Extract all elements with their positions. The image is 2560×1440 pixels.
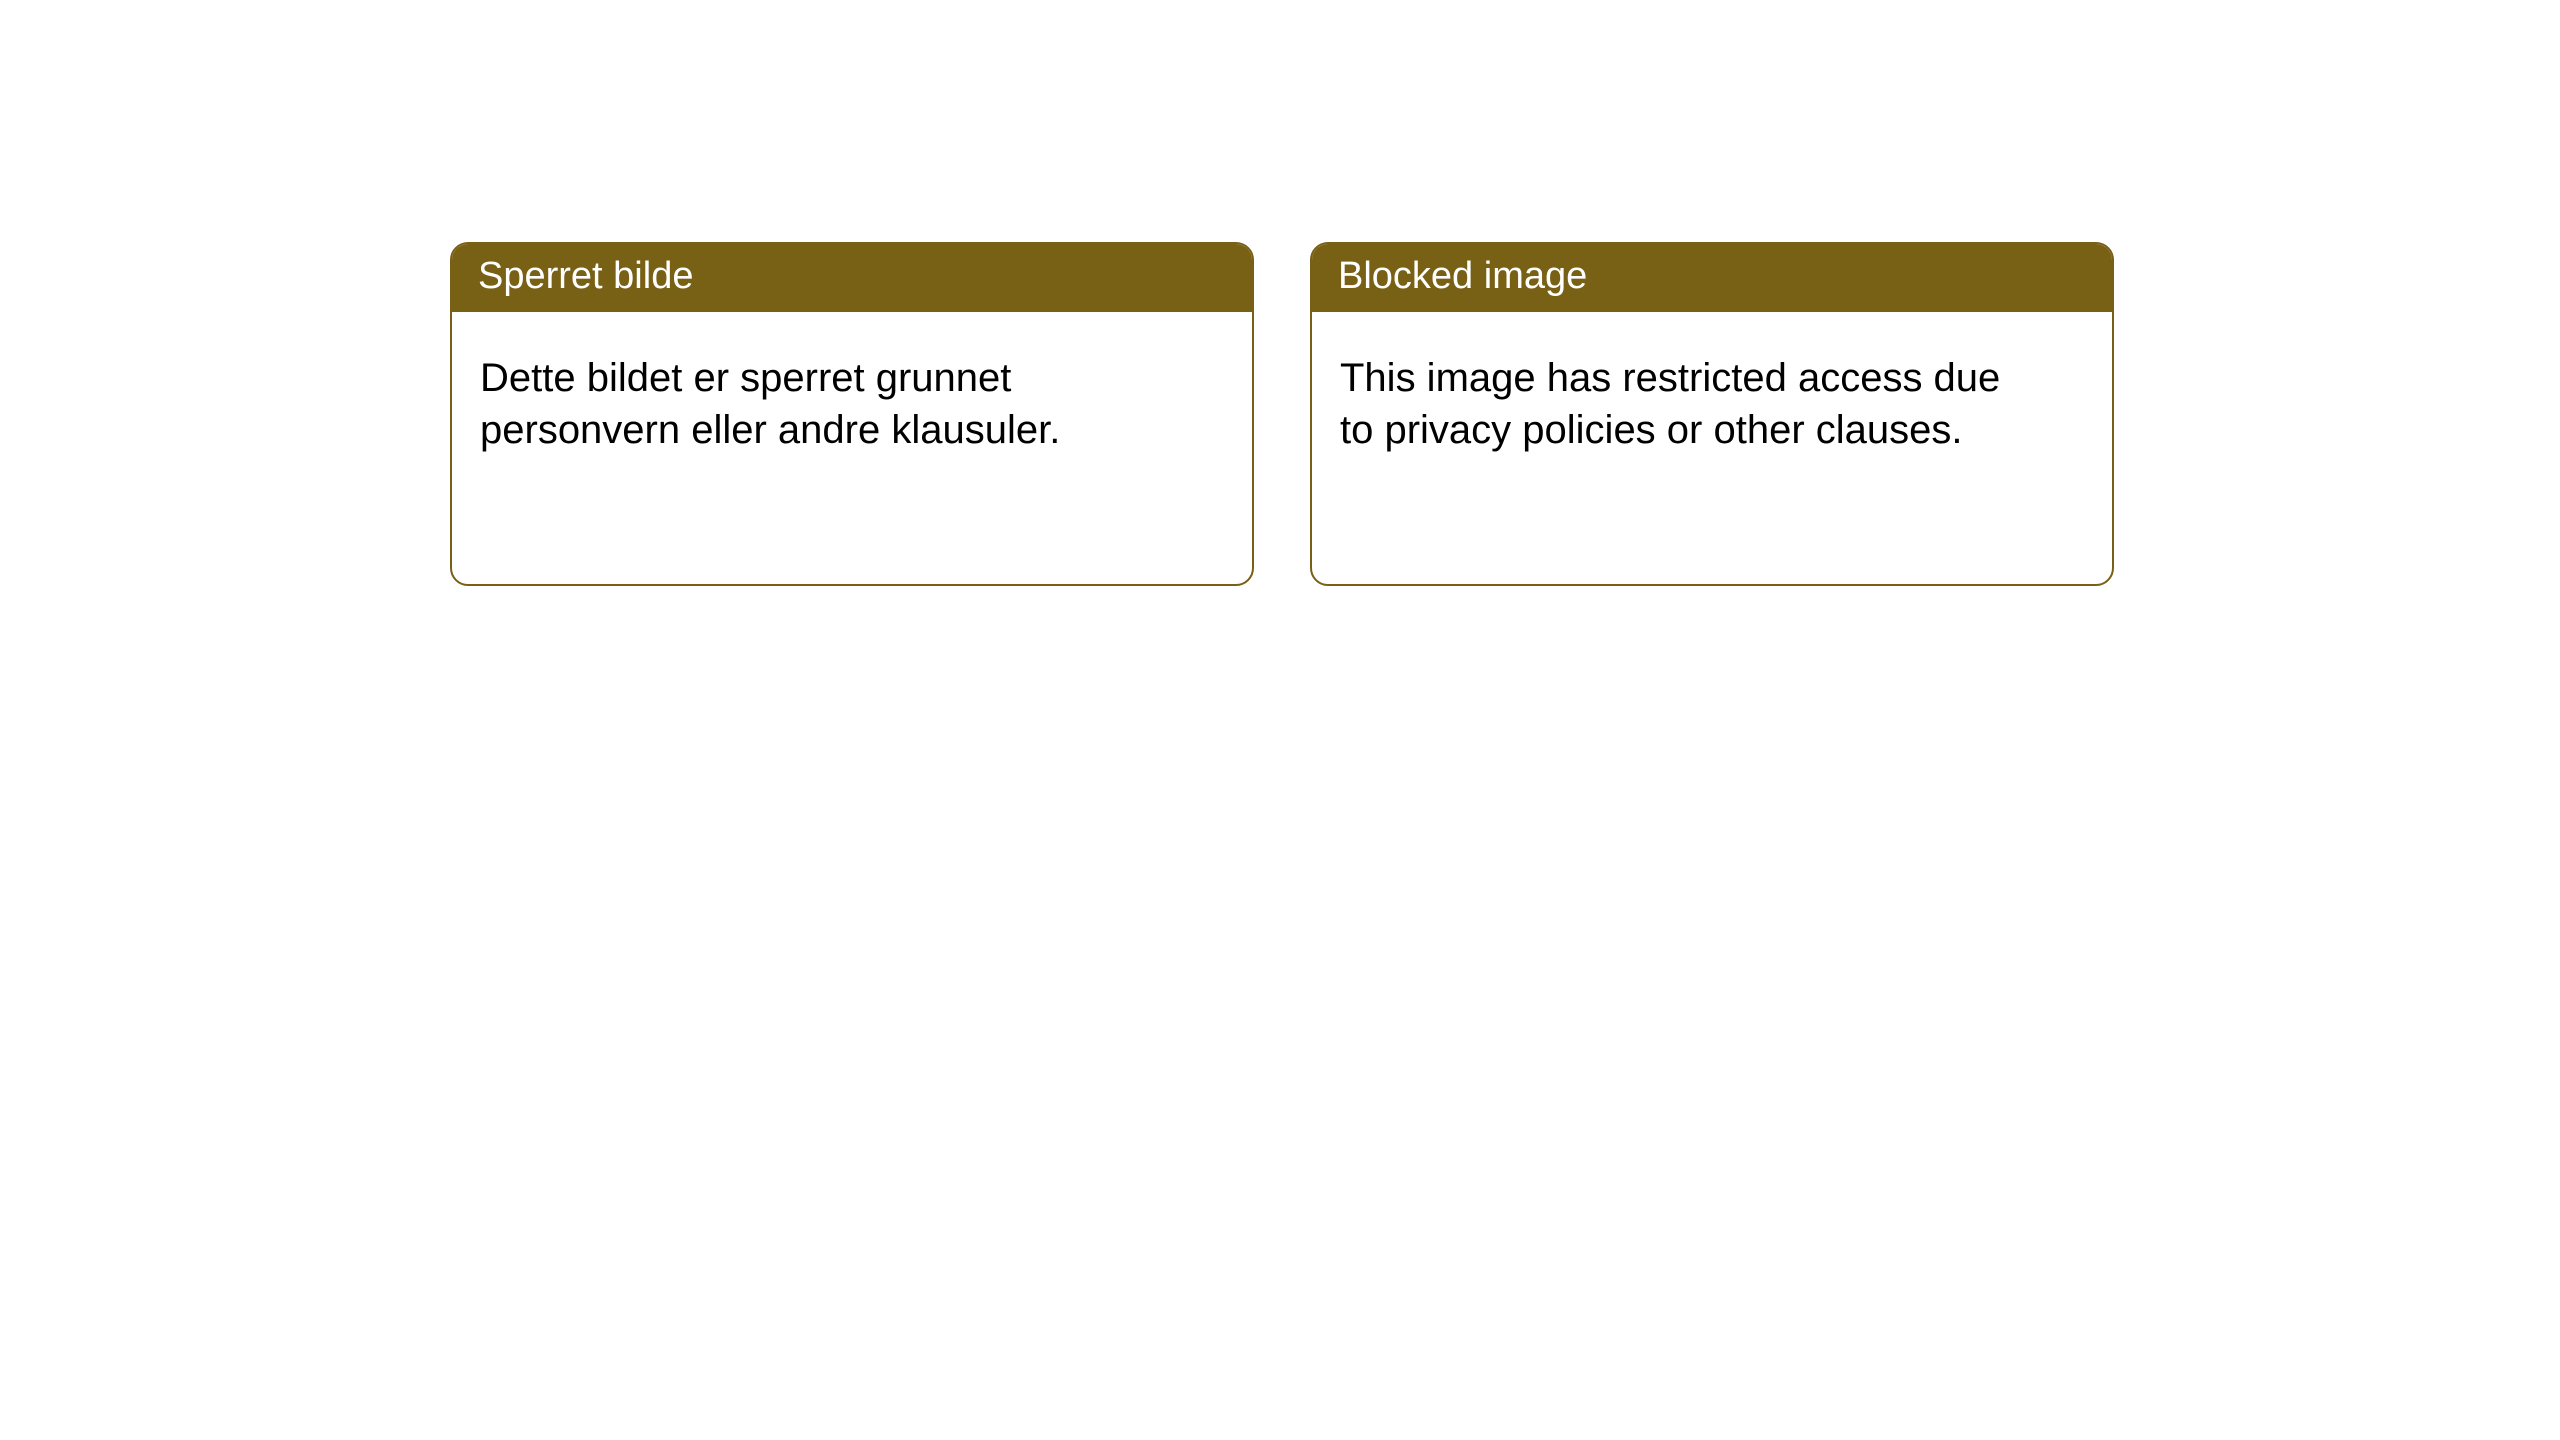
card-header-english: Blocked image — [1312, 244, 2112, 312]
card-body-norwegian: Dette bildet er sperret grunnet personve… — [452, 312, 1252, 584]
card-text-norwegian: Dette bildet er sperret grunnet personve… — [480, 352, 1160, 456]
card-text-english: This image has restricted access due to … — [1340, 352, 2020, 456]
notice-card-norwegian: Sperret bilde Dette bildet er sperret gr… — [450, 242, 1254, 586]
card-body-english: This image has restricted access due to … — [1312, 312, 2112, 584]
notice-card-english: Blocked image This image has restricted … — [1310, 242, 2114, 586]
card-header-norwegian: Sperret bilde — [452, 244, 1252, 312]
notice-container: Sperret bilde Dette bildet er sperret gr… — [0, 0, 2560, 586]
